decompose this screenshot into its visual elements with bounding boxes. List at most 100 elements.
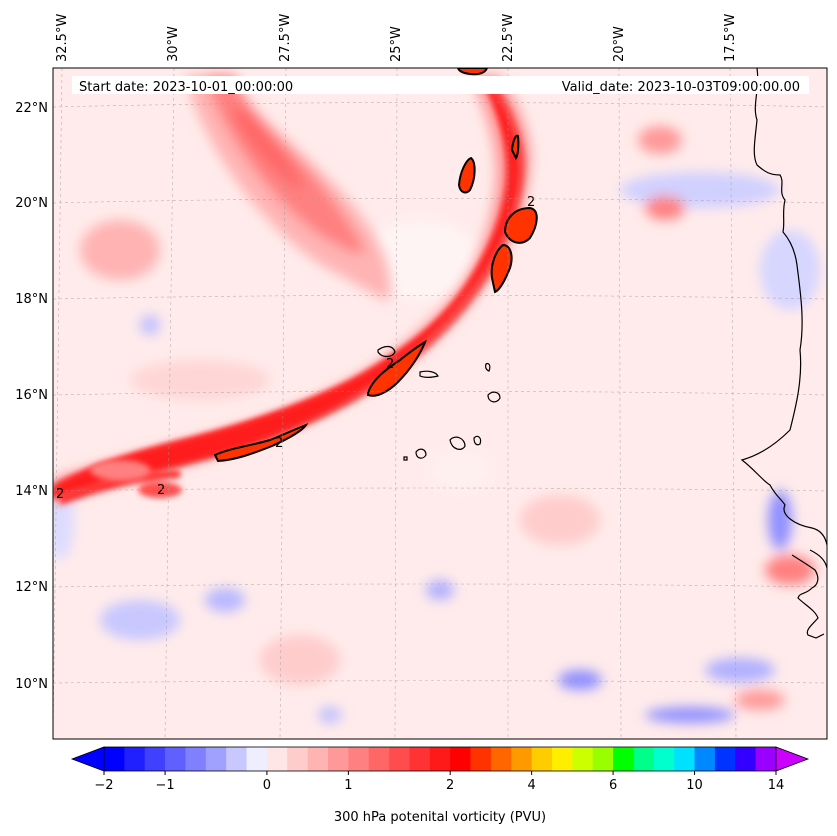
lat-label: 18°N bbox=[15, 292, 48, 307]
colorbar-cell bbox=[226, 747, 247, 771]
colorbar-cell bbox=[429, 747, 451, 771]
lat-label: 14°N bbox=[15, 484, 48, 499]
colorbar-cell bbox=[511, 747, 532, 771]
colorbar-cell bbox=[104, 747, 125, 771]
island-d bbox=[487, 391, 501, 403]
pv-2-contours bbox=[213, 68, 538, 463]
island-e bbox=[449, 436, 466, 450]
colorbar-cell bbox=[531, 747, 553, 771]
colorbar-cell bbox=[653, 747, 675, 771]
island-f bbox=[473, 435, 482, 446]
colorbar-cell bbox=[266, 747, 288, 771]
colorbar-cell bbox=[328, 747, 349, 771]
colorbar-tick-label: 10 bbox=[686, 778, 703, 793]
pv-contour-top bbox=[456, 68, 489, 76]
graticule bbox=[53, 68, 827, 739]
colorbar: −2 −1 0 1 2 4 6 10 14 300 hPa potenital vorticit… bbox=[70, 746, 810, 825]
colorbar-tick-label: 14 bbox=[768, 778, 785, 793]
lon-label: 25°W bbox=[389, 26, 404, 62]
colorbar-cell bbox=[287, 747, 308, 771]
contour-label: 2 bbox=[386, 357, 394, 372]
contour-label: 2 bbox=[527, 195, 535, 210]
colorbar-cell bbox=[613, 747, 634, 771]
colorbar-label: 300 hPa potenital vorticity (PVU) bbox=[334, 810, 546, 825]
colorbar-cell bbox=[714, 747, 736, 771]
colorbar-ticks: −2 −1 0 1 2 4 6 10 14 bbox=[94, 771, 784, 793]
colorbar-cell bbox=[185, 747, 207, 771]
lat-label: 16°N bbox=[15, 388, 48, 403]
colorbar-cell bbox=[124, 747, 146, 771]
lat-label: 22°N bbox=[15, 101, 48, 116]
lat-label: 20°N bbox=[15, 196, 48, 211]
lon-label: 17.5°W bbox=[723, 14, 738, 62]
pv-contour-central bbox=[367, 339, 427, 397]
colorbar-cell bbox=[165, 747, 186, 771]
colorbar-cell bbox=[694, 747, 716, 771]
colorbar-tick-label: 6 bbox=[609, 778, 617, 793]
pv-contour-north-b bbox=[503, 206, 538, 244]
lon-label: 27.5°W bbox=[278, 14, 293, 62]
colorbar-extend-low bbox=[70, 746, 105, 772]
lon-label: 22.5°W bbox=[501, 14, 516, 62]
colorbar-cell bbox=[470, 747, 492, 771]
longitude-labels: 32.5°W 30°W 27.5°W 25°W 22.5°W 20°W 17.5… bbox=[55, 14, 738, 62]
colorbar-tick-label: 1 bbox=[344, 778, 352, 793]
island-a bbox=[377, 345, 396, 358]
pv-contour-west bbox=[213, 423, 309, 463]
africa-coast bbox=[740, 68, 827, 639]
map-panel: 2 2 2 2 2 bbox=[53, 68, 827, 739]
colorbar-cell bbox=[735, 747, 756, 771]
colorbar-cell bbox=[307, 747, 329, 771]
colorbar-tick-label: −2 bbox=[94, 778, 113, 793]
pv-streamer bbox=[53, 75, 531, 505]
colorbar-tick-label: 0 bbox=[263, 778, 271, 793]
colorbar-cell bbox=[205, 747, 227, 771]
colorbar-tick-label: 4 bbox=[527, 778, 535, 793]
start-date-label: Start date: 2023-10-01_00:00:00 bbox=[79, 80, 293, 95]
contour-label: 2 bbox=[56, 487, 64, 502]
colorbar-tick-label: −1 bbox=[156, 778, 175, 793]
island-c bbox=[485, 362, 491, 372]
lat-label: 10°N bbox=[15, 677, 48, 692]
colorbar-cell bbox=[368, 747, 390, 771]
contour-label: 2 bbox=[275, 436, 283, 451]
colorbar-cell bbox=[409, 747, 431, 771]
pv-secondary-streaks bbox=[60, 460, 182, 505]
colorbar-cell bbox=[389, 747, 410, 771]
colorbar-cell bbox=[755, 747, 777, 771]
colorbar-cell bbox=[592, 747, 614, 771]
lon-label: 20°W bbox=[612, 26, 627, 62]
colorbar-cell bbox=[633, 747, 655, 771]
map-frame bbox=[52, 67, 828, 740]
colorbar-cells bbox=[103, 746, 777, 772]
colorbar-cell bbox=[490, 747, 512, 771]
colorbar-cell bbox=[144, 747, 166, 771]
colorbar-cell bbox=[572, 747, 594, 771]
coastlines bbox=[377, 68, 827, 639]
colorbar-cell bbox=[450, 747, 471, 771]
island-h bbox=[403, 456, 408, 461]
colorbar-cell bbox=[246, 747, 268, 771]
colorbar-tick-label: 2 bbox=[446, 778, 454, 793]
lon-label: 30°W bbox=[166, 26, 181, 62]
colorbar-extend-high bbox=[775, 746, 810, 772]
info-bar: Start date: 2023-10-01_00:00:00 Valid_da… bbox=[72, 76, 809, 95]
latitude-labels: 22°N 20°N 18°N 16°N 14°N 12°N 10°N bbox=[15, 101, 48, 692]
pv-field-background bbox=[53, 126, 820, 723]
lat-label: 12°N bbox=[15, 580, 48, 595]
valid-date-label: Valid_date: 2023-10-03T09:00:00.00 bbox=[562, 80, 800, 95]
pv-contour-north-d bbox=[510, 134, 520, 160]
map-background bbox=[53, 68, 827, 739]
colorbar-cell bbox=[674, 747, 695, 771]
colorbar-cell bbox=[552, 747, 573, 771]
contour-label: 2 bbox=[157, 483, 165, 498]
lon-label: 32.5°W bbox=[55, 14, 70, 62]
pv-contour-north-a bbox=[490, 243, 513, 294]
contour-labels: 2 2 2 2 2 bbox=[56, 195, 535, 502]
info-bar-background bbox=[72, 76, 809, 94]
island-g bbox=[415, 448, 427, 459]
pv-contour-north-c bbox=[457, 156, 476, 194]
island-b bbox=[419, 370, 439, 379]
colorbar-cell bbox=[348, 747, 370, 771]
